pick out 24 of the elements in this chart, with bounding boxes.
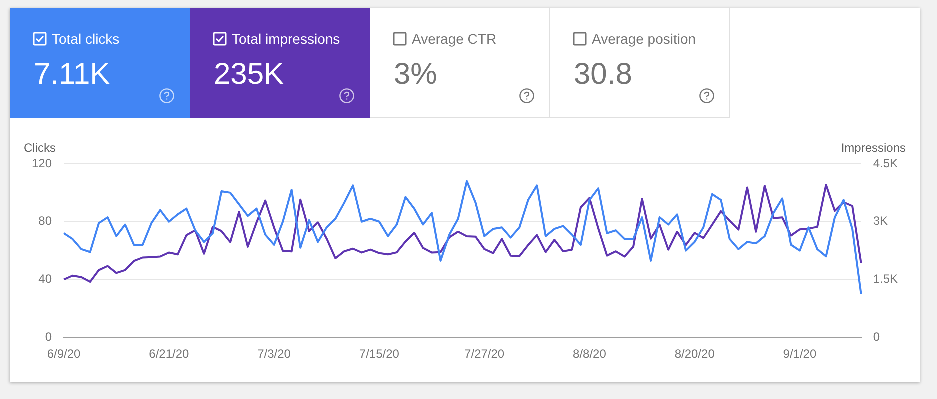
x-tick-label: 8/8/20 — [573, 347, 607, 362]
x-tick-label: 6/9/20 — [47, 347, 82, 362]
y2-axis-title: Impressions — [841, 141, 906, 155]
text: 30.8 — [574, 58, 632, 92]
y-axis-title: Clicks — [24, 141, 56, 155]
y2-tick-label: 4.5K — [873, 156, 898, 170]
x-tick-label: 7/27/20 — [464, 347, 505, 362]
y2-tick-label: 0 — [873, 330, 880, 344]
y-tick-label: 120 — [32, 156, 52, 170]
x-tick-label: 9/1/20 — [783, 347, 817, 362]
x-tick-label: 7/15/20 — [359, 347, 400, 362]
text: 7.11K — [34, 58, 110, 92]
text: 3% — [394, 58, 438, 92]
text: Average CTR — [412, 31, 497, 47]
text: Average position — [592, 31, 696, 47]
x-tick-label: 8/20/20 — [674, 347, 716, 362]
x-tick-label: 6/21/20 — [149, 347, 190, 362]
y-tick-label: 40 — [38, 272, 52, 286]
y-tick-label: 0 — [45, 330, 52, 344]
x-tick-label: 7/3/20 — [258, 347, 292, 362]
y2-tick-label: 3K — [873, 214, 888, 228]
y2-tick-label: 1.5K — [873, 272, 898, 286]
y-tick-label: 80 — [38, 214, 52, 228]
text: Total clicks — [52, 31, 120, 47]
